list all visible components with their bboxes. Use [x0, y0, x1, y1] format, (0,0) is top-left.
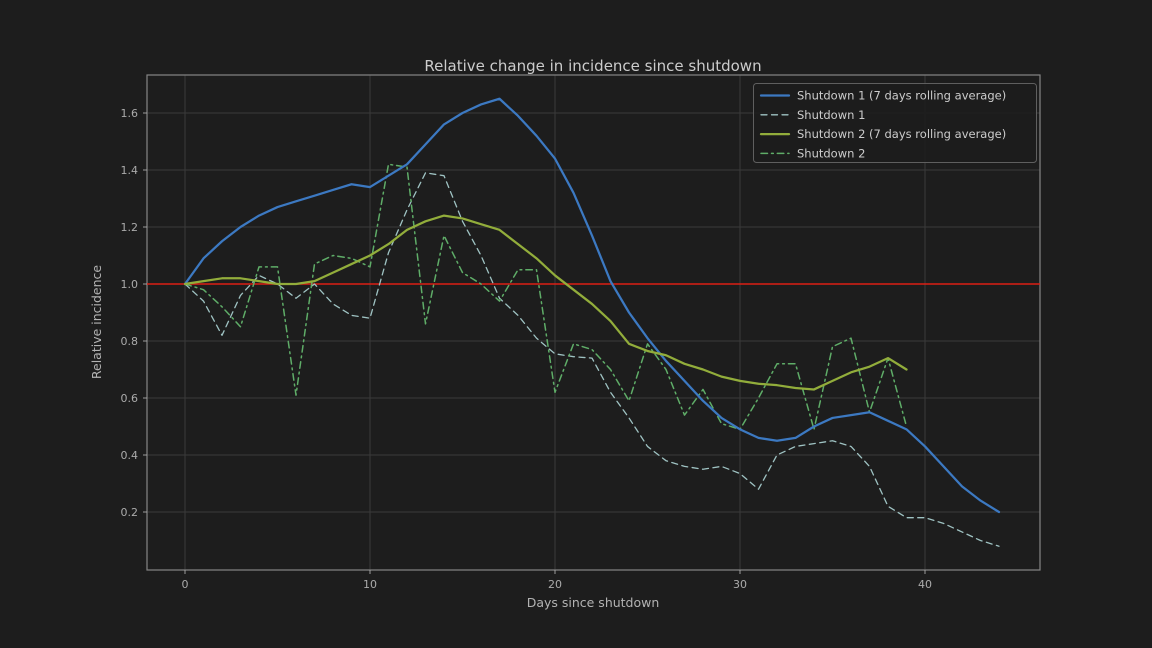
y-tick-label: 0.8	[121, 335, 139, 348]
legend-label: Shutdown 2 (7 days rolling average)	[797, 127, 1006, 141]
x-tick-label: 0	[182, 578, 189, 591]
legend-label: Shutdown 1	[797, 108, 865, 122]
series-line-0	[183, 97, 1001, 514]
y-tick-label: 0.4	[121, 449, 139, 462]
x-tick-label: 40	[918, 578, 932, 591]
x-tick-label: 20	[548, 578, 562, 591]
series-line-1	[184, 172, 1000, 547]
series-line-3	[184, 163, 908, 431]
y-axis-label: Relative incidence	[89, 265, 104, 380]
y-tick-label: 1.2	[121, 221, 139, 234]
legend-label: Shutdown 1 (7 days rolling average)	[797, 89, 1006, 103]
legend-box	[753, 83, 1037, 163]
y-tick-label: 1.6	[121, 107, 139, 120]
chart-title: Relative change in incidence since shutd…	[424, 57, 761, 75]
y-tick-label: 1.4	[121, 164, 139, 177]
legend: Shutdown 1 (7 days rolling average) Shutd…	[753, 83, 1037, 163]
y-tick-label: 0.2	[121, 506, 139, 519]
series-line-2	[183, 214, 908, 391]
series-layer	[147, 97, 1040, 547]
y-tick-label: 0.6	[121, 392, 139, 405]
legend-label: Shutdown 2	[797, 146, 865, 160]
y-tick-label: 1.0	[121, 278, 139, 291]
x-tick-label: 10	[363, 578, 377, 591]
axis-layer: 0 10 20 30 40 0.2 0.4 0.6 0.8 1.0 1.2 1.4 1.6	[121, 74, 1041, 591]
x-tick-label: 30	[733, 578, 747, 591]
plot-border	[146, 74, 1041, 571]
x-axis-label: Days since shutdown	[527, 595, 660, 610]
